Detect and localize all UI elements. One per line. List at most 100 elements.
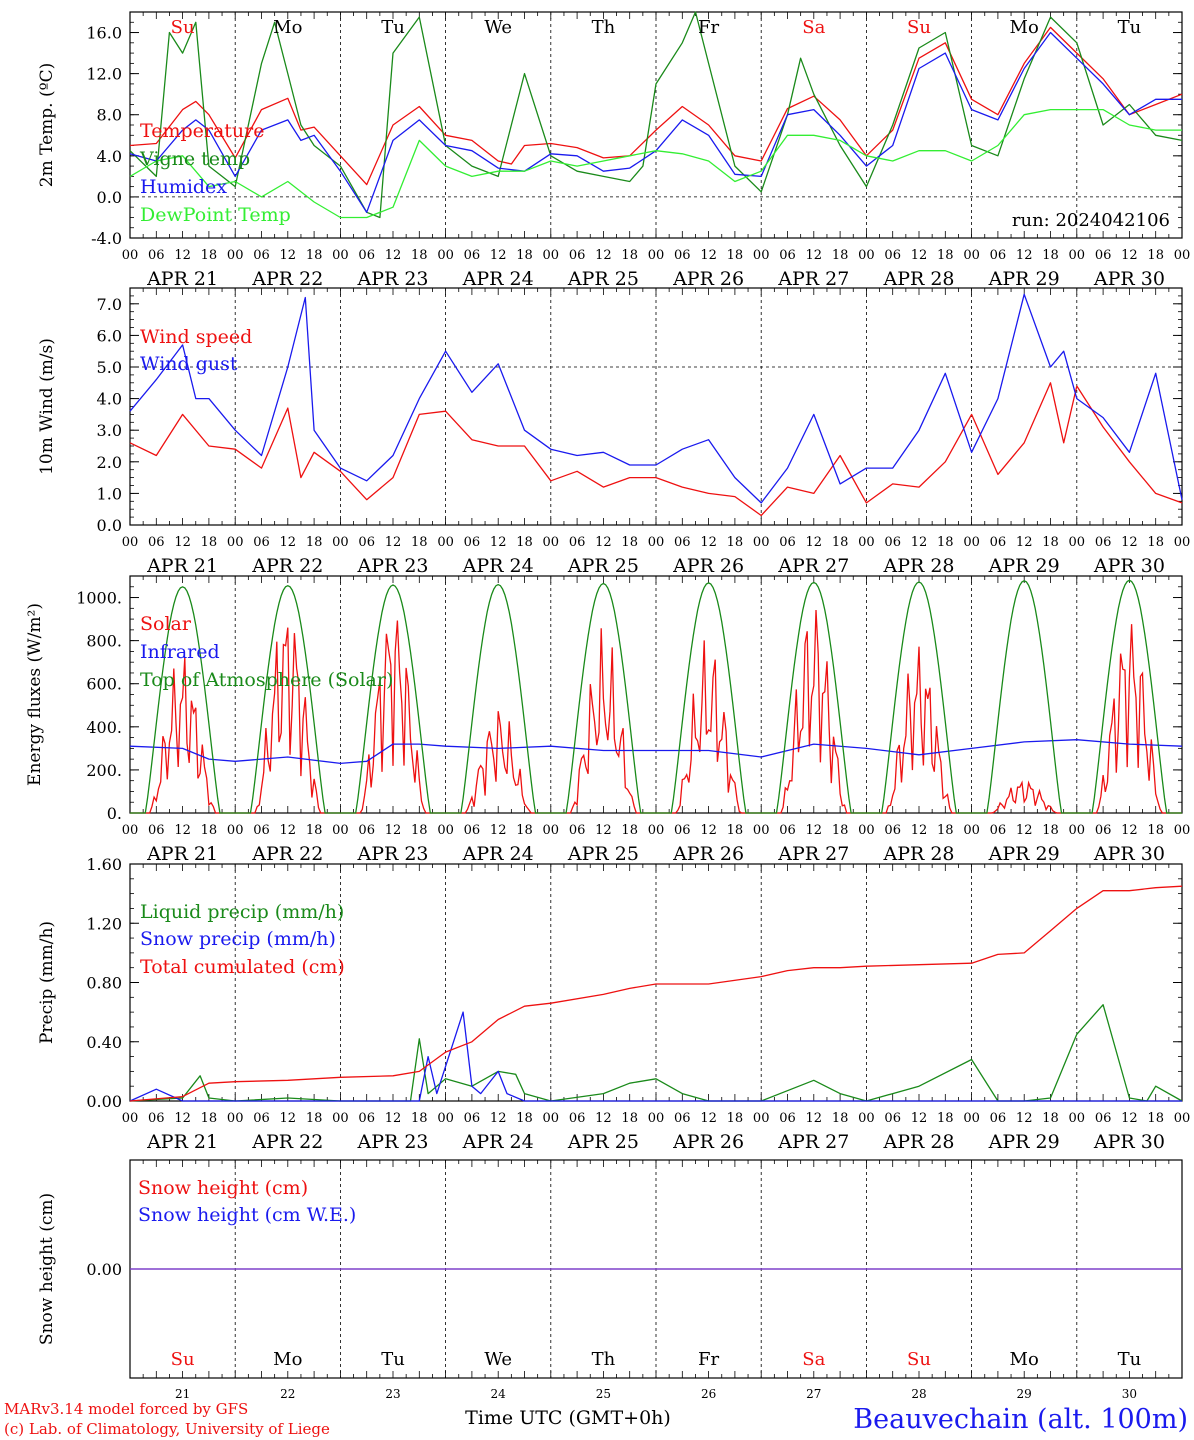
- hour-tick-label: 00: [122, 823, 139, 838]
- hour-tick-label: 06: [464, 535, 481, 550]
- weekday-label-top: Fr: [698, 17, 719, 38]
- date-label: APR 23: [356, 555, 428, 577]
- day-number-label: 24: [491, 1387, 507, 1401]
- hour-tick-label: 12: [1121, 823, 1138, 838]
- hour-tick-label: 06: [990, 823, 1007, 838]
- date-label: APR 21: [146, 843, 218, 865]
- hour-tick-label: 00: [437, 823, 454, 838]
- hour-tick-label: 00: [332, 535, 349, 550]
- hour-tick-label: 18: [516, 823, 533, 838]
- day-number-label: 25: [596, 1387, 611, 1401]
- hour-tick-label: 06: [253, 248, 270, 263]
- y-tick-label: 0.00: [86, 1092, 122, 1111]
- y-tick-label: 0.40: [86, 1033, 122, 1052]
- legend-entry: Infrared: [140, 641, 220, 663]
- hour-tick-label: 18: [937, 1111, 954, 1126]
- y-axis-label: Snow height (cm): [37, 1193, 57, 1345]
- hour-tick-label: 18: [201, 823, 218, 838]
- hour-tick-label: 18: [937, 823, 954, 838]
- hour-tick-label: 18: [306, 535, 323, 550]
- date-label: APR 24: [462, 268, 534, 290]
- hour-tick-label: 12: [1016, 248, 1033, 263]
- hour-tick-label: 12: [700, 1111, 717, 1126]
- hour-tick-label: 00: [543, 1111, 560, 1126]
- hour-tick-label: 12: [1121, 1111, 1138, 1126]
- series-wind-gust: [129, 293, 1183, 504]
- date-label: APR 26: [672, 268, 744, 290]
- hour-tick-label: 06: [779, 823, 796, 838]
- hour-tick-label: 06: [884, 248, 901, 263]
- hour-tick-label: 18: [201, 1111, 218, 1126]
- date-label: APR 27: [777, 1131, 849, 1153]
- day-number-label: 30: [1122, 1387, 1137, 1401]
- hour-tick-label: 18: [727, 248, 744, 263]
- series-wind-speed: [129, 382, 1183, 517]
- weekday-label-top: Th: [592, 17, 616, 38]
- date-label: APR 29: [988, 268, 1060, 290]
- y-tick-label: 400.: [86, 718, 122, 737]
- legend-entry: DewPoint Temp: [140, 204, 291, 226]
- hour-tick-label: 06: [1095, 248, 1112, 263]
- hour-tick-label: 00: [227, 248, 244, 263]
- hour-tick-label: 00: [332, 823, 349, 838]
- hour-tick-label: 00: [1069, 248, 1086, 263]
- weekday-label-bottom: Th: [592, 1349, 616, 1370]
- y-tick-label: 4.0: [97, 390, 122, 409]
- hour-tick-label: 00: [858, 248, 875, 263]
- hour-tick-label: 12: [595, 1111, 612, 1126]
- date-label: APR 21: [146, 555, 218, 577]
- hour-tick-label: 00: [648, 1111, 665, 1126]
- weekday-label-top: Mo: [1010, 17, 1039, 38]
- hour-tick-label: 06: [464, 248, 481, 263]
- y-tick-label: 1.20: [86, 914, 122, 933]
- hour-tick-label: 12: [595, 248, 612, 263]
- hour-tick-label: 00: [963, 823, 980, 838]
- hour-tick-label: 18: [937, 248, 954, 263]
- hour-tick-label: 06: [148, 248, 165, 263]
- hour-tick-label: 12: [174, 823, 191, 838]
- y-tick-label: 16.0: [86, 24, 122, 43]
- hour-tick-label: 06: [674, 535, 691, 550]
- hour-tick-label: 06: [464, 823, 481, 838]
- hour-tick-label: 12: [174, 1111, 191, 1126]
- hour-tick-label: 18: [1042, 248, 1059, 263]
- hour-tick-label: 00: [1174, 1111, 1191, 1126]
- hour-tick-label: 00: [753, 535, 770, 550]
- hour-tick-label: 00: [1069, 823, 1086, 838]
- hour-tick-label: 18: [727, 823, 744, 838]
- hour-tick-label: 18: [832, 823, 849, 838]
- date-label: APR 22: [251, 555, 323, 577]
- hour-tick-label: 18: [937, 535, 954, 550]
- weekday-label-bottom: Tu: [381, 1349, 405, 1370]
- hour-tick-label: 06: [990, 1111, 1007, 1126]
- y-tick-label: 0.: [107, 804, 122, 823]
- legend-entry: Snow height (cm): [138, 1177, 308, 1199]
- hour-tick-label: 00: [437, 248, 454, 263]
- day-number-label: 23: [385, 1387, 400, 1401]
- hour-tick-label: 12: [806, 823, 823, 838]
- hour-tick-label: 12: [700, 535, 717, 550]
- weekday-label-top: Su: [907, 17, 931, 38]
- series-top-of-atmosphere-solar-: [130, 579, 1182, 814]
- hour-tick-label: 00: [1174, 535, 1191, 550]
- date-label: APR 28: [882, 268, 954, 290]
- hour-tick-label: 18: [1147, 1111, 1164, 1126]
- hour-tick-label: 00: [858, 1111, 875, 1126]
- wind-panel: 0.0 1.0 2.0 3.0 4.0 5.0 6.0 7.0 10m Wind (m/s) Wi…: [37, 287, 1191, 577]
- hour-tick-label: 06: [884, 823, 901, 838]
- hour-tick-label: 18: [1147, 535, 1164, 550]
- date-label: APR 25: [567, 555, 639, 577]
- hour-tick-label: 12: [1121, 535, 1138, 550]
- hour-tick-label: 12: [490, 1111, 507, 1126]
- y-tick-label: 2.0: [97, 453, 122, 472]
- date-label: APR 27: [777, 555, 849, 577]
- energy-panel: 0. 200. 400. 600. 800. 1000. Energy fluxes (W/…: [25, 575, 1190, 865]
- hour-tick-label: 06: [358, 1111, 375, 1126]
- hour-tick-label: 12: [806, 1111, 823, 1126]
- date-label: APR 26: [672, 1131, 744, 1153]
- hour-tick-label: 12: [174, 248, 191, 263]
- series-humidex: [129, 31, 1182, 213]
- hour-tick-label: 06: [779, 248, 796, 263]
- y-tick-label: 600.: [86, 675, 122, 694]
